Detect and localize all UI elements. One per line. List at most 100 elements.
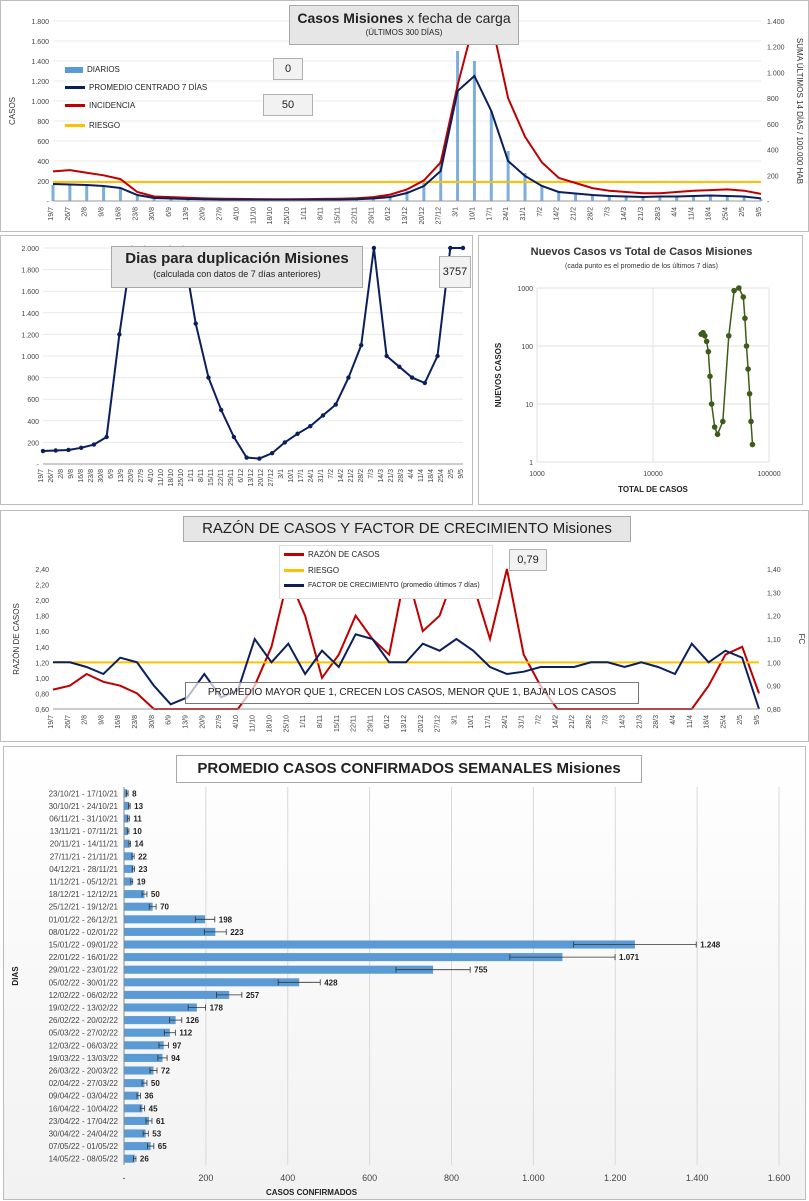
duplicacion-point xyxy=(435,353,440,359)
y2-tick-label: 1.000 xyxy=(767,70,785,77)
x-tick-label: 26/7 xyxy=(65,715,72,729)
fc-line xyxy=(53,633,760,710)
y-tick-label: 400 xyxy=(27,419,39,426)
data-label: 72 xyxy=(161,1067,170,1076)
x-tick-label: 22/11 xyxy=(218,469,225,486)
x-tick-label: 17/1 xyxy=(485,715,492,729)
x-tick-label: 15/11 xyxy=(335,207,342,224)
x-tick-label: 200 xyxy=(198,1173,213,1183)
duplicacion-point xyxy=(193,321,198,326)
data-label: 1.248 xyxy=(700,941,721,950)
bar-diarios xyxy=(85,186,89,201)
data-label: 36 xyxy=(145,1092,154,1101)
data-label: 19 xyxy=(137,878,146,887)
scatter-point xyxy=(708,401,715,407)
y-tick-label: 400 xyxy=(37,159,49,166)
bar-diarios xyxy=(742,196,746,201)
x-tick-label: 18/4 xyxy=(705,207,712,221)
y-tick-label: 1,40 xyxy=(35,645,49,652)
x-tick-label: 13/9 xyxy=(118,469,125,483)
y-tick-label: - xyxy=(47,199,50,206)
data-label: 8 xyxy=(132,789,137,798)
y2-tick-label: 0,80 xyxy=(767,707,781,714)
x-tick-label: 25/10 xyxy=(283,715,290,733)
x-tick-label: 20/12 xyxy=(258,469,265,487)
x-tick-label: 18/4 xyxy=(428,469,435,483)
x-tick-label: 13/12 xyxy=(248,469,255,487)
x-tick-label: 11/10 xyxy=(158,469,165,486)
category-label: 25/12/21 - 19/12/21 xyxy=(49,903,119,912)
x-tick-label: 11/10 xyxy=(250,715,257,732)
bar-diarios xyxy=(422,181,426,201)
bar-diarios xyxy=(371,198,375,201)
x-tick-label: 30/8 xyxy=(98,469,105,483)
x-tick-label: 18/10 xyxy=(168,469,175,487)
y-tick-label: 2,40 xyxy=(35,567,49,574)
bar-diarios xyxy=(102,187,106,201)
bar-diarios xyxy=(692,195,696,201)
x-tick-label: 1.000 xyxy=(522,1173,545,1183)
x-tick-label: 4/10 xyxy=(148,469,155,483)
bar-diarios xyxy=(540,185,544,201)
scatter-point xyxy=(703,338,710,345)
x-tick-label: 22/11 xyxy=(351,715,358,732)
data-label: 126 xyxy=(186,1016,200,1025)
duplicacion-point xyxy=(104,434,109,440)
week-bar xyxy=(124,1154,135,1163)
x-tick-label: - xyxy=(123,1173,126,1183)
x-tick-label: 11/4 xyxy=(418,469,425,482)
x-tick-label: 800 xyxy=(444,1173,459,1183)
data-label: 26 xyxy=(140,1155,149,1164)
x-tick-label: 25/10 xyxy=(284,207,291,225)
bar-diarios xyxy=(203,199,207,201)
scatter-point xyxy=(705,348,712,355)
x-tick-label: 24/1 xyxy=(503,207,510,221)
y-tick-label: 1.000 xyxy=(21,354,39,361)
x-tick-label: 1/11 xyxy=(188,469,195,482)
panel-duplicacion: - 200 400 600 800 1.000 1.200 1.400 1.600 1.800 2.… xyxy=(0,235,473,505)
week-bar xyxy=(124,864,134,873)
x-tick-label: 31/1 xyxy=(519,715,526,729)
x-tick-label: 18/4 xyxy=(704,715,711,729)
x-tick-label: 28/2 xyxy=(358,469,365,483)
chart-semanales: - 200 400 600 800 1.000 1.200 1.400 1.600 CASOS C… xyxy=(11,787,790,1197)
category-label: 19/02/22 - 13/02/22 xyxy=(49,1004,119,1013)
y2-axis-label: SUMA ÚLTIMOS 14 DÍAS / 100.000 HAB xyxy=(795,38,804,184)
x-tick-label: 10/1 xyxy=(468,715,475,729)
y-tick-label: 0,80 xyxy=(35,691,49,698)
data-label: 428 xyxy=(324,978,338,987)
duplicacion-point xyxy=(53,448,58,453)
category-label: 20/11/21 - 14/11/21 xyxy=(50,840,119,849)
value-box-fc: 0,79 xyxy=(509,549,547,571)
x-tick-label: 21/3 xyxy=(638,207,645,221)
duplicacion-point xyxy=(333,402,338,407)
week-bar xyxy=(124,1053,163,1062)
category-label: 30/04/22 - 24/04/22 xyxy=(49,1130,119,1139)
x-tick-label: 21/2 xyxy=(569,715,576,729)
category-label: 19/03/22 - 13/03/22 xyxy=(49,1054,119,1063)
x-tick-label: 3/1 xyxy=(451,715,458,725)
y-tick-label: 600 xyxy=(27,397,39,404)
x-tick-label: 20/9 xyxy=(199,715,206,729)
x-tick-label: 4/4 xyxy=(672,207,679,217)
category-label: 02/04/22 - 27/03/22 xyxy=(49,1079,119,1088)
week-bar xyxy=(124,1079,145,1088)
x-tick-label: 24/1 xyxy=(502,715,509,729)
y2-tick-label: 600 xyxy=(767,122,779,129)
data-label: 23 xyxy=(139,865,148,874)
data-label: 178 xyxy=(210,1004,224,1013)
duplicacion-line xyxy=(42,247,463,460)
y-tick-label: 600 xyxy=(37,139,49,146)
y-tick-label: 800 xyxy=(27,376,39,383)
x-tick-label: 28/3 xyxy=(655,207,662,221)
y-tick-label: - xyxy=(37,462,40,469)
week-bar xyxy=(124,1041,164,1050)
x-tick-label: 2/5 xyxy=(448,469,455,479)
duplicacion-point xyxy=(91,442,97,447)
duplicacion-point xyxy=(206,375,211,380)
chart-duplicacion: - 200 400 600 800 1.000 1.200 1.400 1.600 1.800 2.… xyxy=(21,245,466,487)
legend-incidencia: INCIDENCIA xyxy=(65,101,135,110)
x-tick-label: 27/12 xyxy=(435,715,442,733)
x-tick-label: 25/4 xyxy=(438,469,445,483)
x-tick-label: 11/4 xyxy=(689,207,696,220)
